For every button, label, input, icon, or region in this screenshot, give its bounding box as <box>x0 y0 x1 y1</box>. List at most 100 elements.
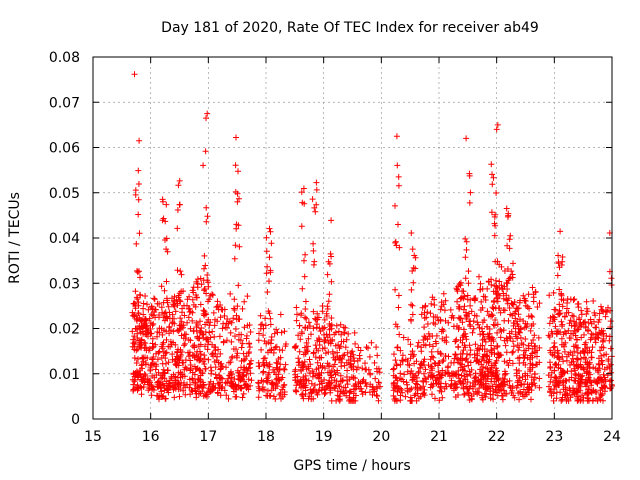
data-point <box>483 323 490 330</box>
data-point <box>467 323 474 330</box>
data-point <box>228 368 234 375</box>
data-point <box>184 381 191 388</box>
data-point <box>321 331 327 338</box>
data-point <box>505 317 512 324</box>
data-point <box>598 303 604 310</box>
data-point <box>427 384 434 391</box>
data-point <box>302 298 309 305</box>
data-point <box>147 367 154 374</box>
data-point <box>140 322 147 329</box>
data-point <box>255 380 262 387</box>
data-point <box>551 340 558 346</box>
data-point <box>604 364 610 371</box>
data-point <box>399 357 406 364</box>
data-point <box>455 392 461 398</box>
data-point <box>241 298 248 305</box>
data-point <box>234 190 241 197</box>
data-point <box>531 332 538 339</box>
data-point <box>295 332 302 339</box>
data-point <box>470 325 477 332</box>
data-point <box>409 246 416 253</box>
data-point <box>169 356 176 363</box>
data-point <box>151 296 158 303</box>
data-point <box>474 345 481 352</box>
data-point <box>176 357 183 364</box>
data-point <box>567 335 574 342</box>
data-point <box>593 324 600 331</box>
data-point <box>478 298 485 305</box>
data-point <box>186 305 193 312</box>
data-point <box>369 383 376 390</box>
data-point <box>421 386 428 393</box>
data-point <box>553 389 560 396</box>
data-point <box>339 377 346 383</box>
data-point <box>412 391 419 397</box>
data-point <box>150 312 157 319</box>
data-point <box>324 303 331 310</box>
data-point <box>135 371 142 378</box>
data-point <box>579 372 586 379</box>
data-point <box>496 387 503 394</box>
data-point <box>241 366 248 373</box>
data-point <box>586 361 593 368</box>
data-point <box>131 355 138 361</box>
data-point <box>413 358 420 365</box>
data-point <box>536 300 543 307</box>
data-point <box>432 395 438 402</box>
data-point <box>440 357 447 363</box>
data-point <box>482 297 489 303</box>
data-point <box>159 331 166 338</box>
data-point <box>232 393 239 400</box>
data-point <box>512 331 519 338</box>
data-point <box>137 274 143 281</box>
data-point <box>197 328 204 335</box>
data-point <box>265 308 272 315</box>
data-point <box>393 133 400 140</box>
data-point <box>233 352 240 359</box>
data-point <box>129 376 136 383</box>
data-point <box>202 343 208 350</box>
data-point <box>602 313 609 320</box>
data-point <box>522 320 529 327</box>
x-tick-label: 23 <box>545 429 563 445</box>
data-point <box>431 302 438 308</box>
data-point <box>140 311 147 318</box>
data-point <box>547 347 554 354</box>
data-point <box>511 394 518 401</box>
data-point <box>427 310 434 317</box>
data-point <box>456 305 463 312</box>
data-point <box>479 356 485 363</box>
data-point <box>171 302 177 309</box>
data-point <box>519 374 526 380</box>
data-point <box>191 344 198 351</box>
data-point <box>396 331 403 338</box>
data-point <box>239 340 246 347</box>
data-point <box>601 383 608 390</box>
data-point <box>421 315 428 322</box>
data-point <box>302 382 309 389</box>
data-point <box>215 346 222 353</box>
data-point <box>565 397 572 404</box>
data-point <box>350 355 357 362</box>
data-point <box>164 315 171 322</box>
data-point <box>481 317 488 324</box>
data-point <box>577 361 584 368</box>
data-point <box>590 397 596 404</box>
data-point <box>153 350 159 357</box>
data-point <box>277 361 284 368</box>
data-point <box>476 324 483 331</box>
data-point <box>567 362 573 368</box>
data-point <box>408 230 415 236</box>
data-point <box>428 348 435 355</box>
data-point <box>301 383 308 389</box>
data-point <box>204 110 211 117</box>
data-point <box>217 392 224 399</box>
data-point <box>170 328 177 335</box>
data-point <box>500 307 507 313</box>
data-point <box>321 324 328 331</box>
data-point <box>138 384 145 391</box>
data-point <box>441 385 448 392</box>
data-point <box>138 318 145 325</box>
data-point <box>550 390 557 397</box>
data-point <box>224 316 231 322</box>
